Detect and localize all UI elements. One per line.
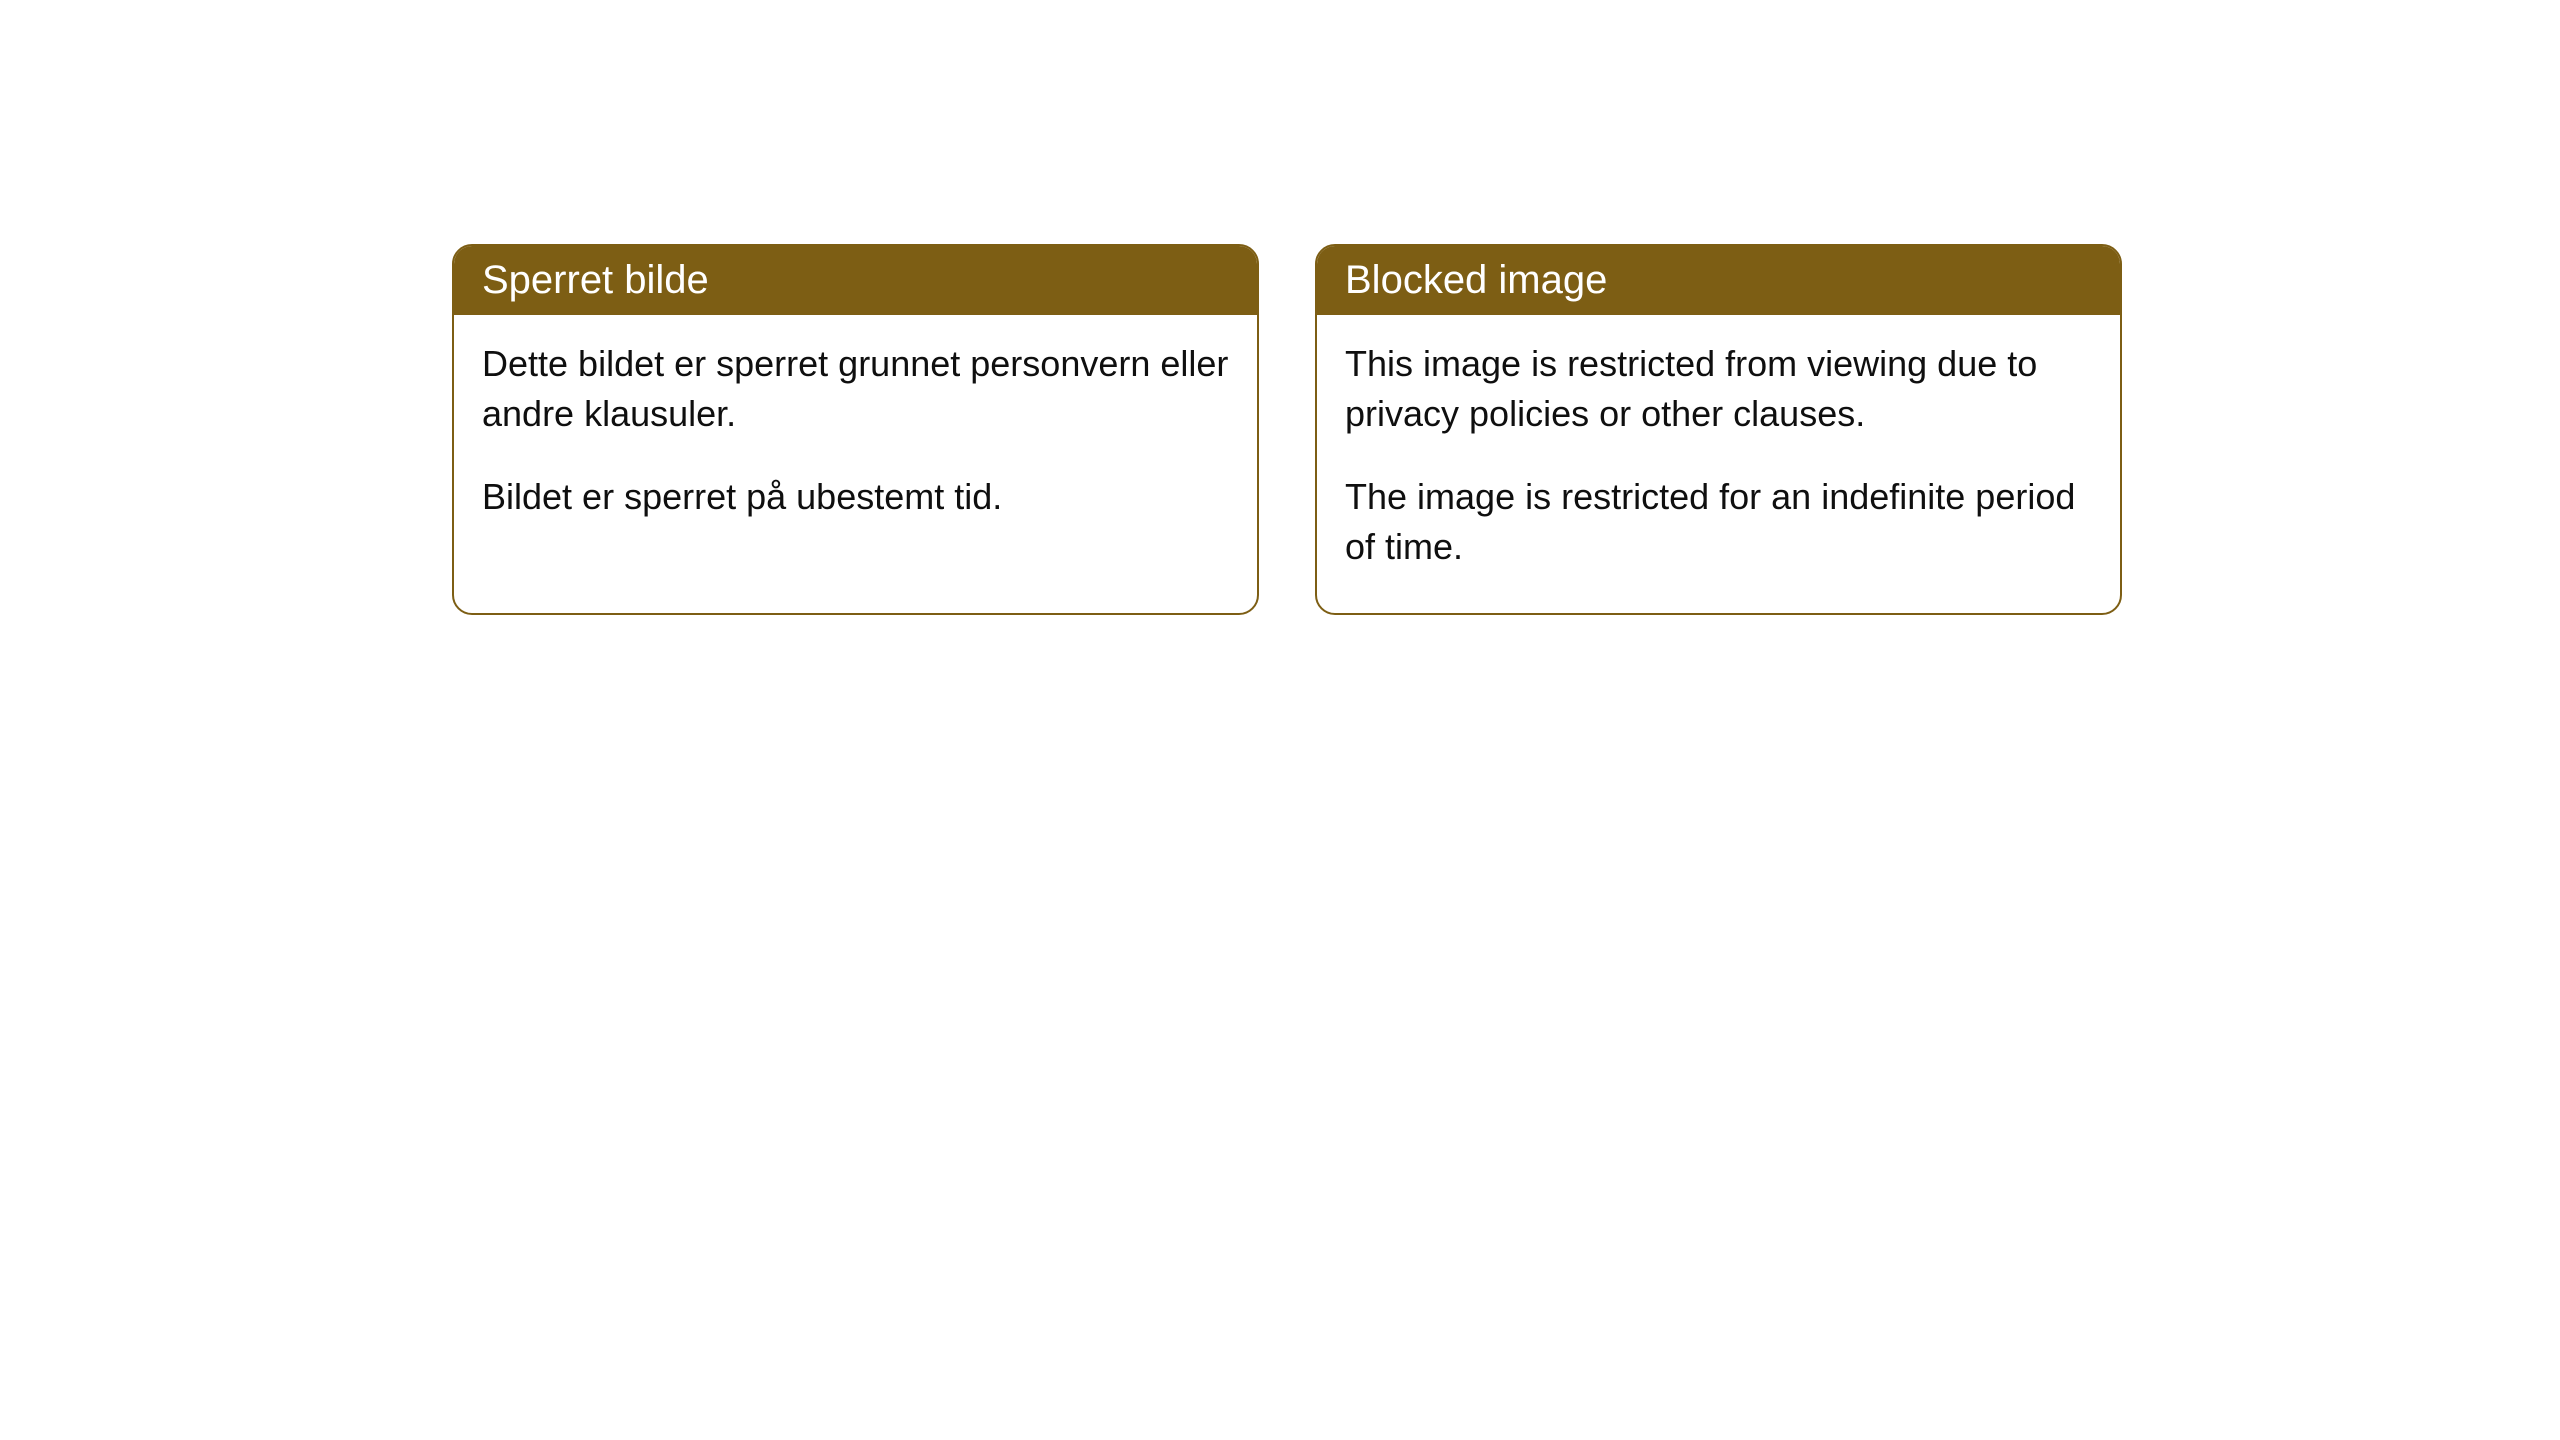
notice-card-title: Sperret bilde (482, 258, 709, 302)
notice-card-title: Blocked image (1345, 258, 1607, 302)
notice-card-body: Dette bildet er sperret grunnet personve… (454, 315, 1257, 562)
notice-card-header: Sperret bilde (454, 246, 1257, 315)
notice-paragraph-1: Dette bildet er sperret grunnet personve… (482, 339, 1229, 440)
notice-paragraph-1: This image is restricted from viewing du… (1345, 339, 2092, 440)
notice-card-body: This image is restricted from viewing du… (1317, 315, 2120, 613)
notice-container: Sperret bilde Dette bildet er sperret gr… (0, 0, 2560, 615)
notice-card-english: Blocked image This image is restricted f… (1315, 244, 2122, 615)
notice-card-norwegian: Sperret bilde Dette bildet er sperret gr… (452, 244, 1259, 615)
notice-paragraph-2: Bildet er sperret på ubestemt tid. (482, 472, 1229, 522)
notice-paragraph-2: The image is restricted for an indefinit… (1345, 472, 2092, 573)
notice-card-header: Blocked image (1317, 246, 2120, 315)
